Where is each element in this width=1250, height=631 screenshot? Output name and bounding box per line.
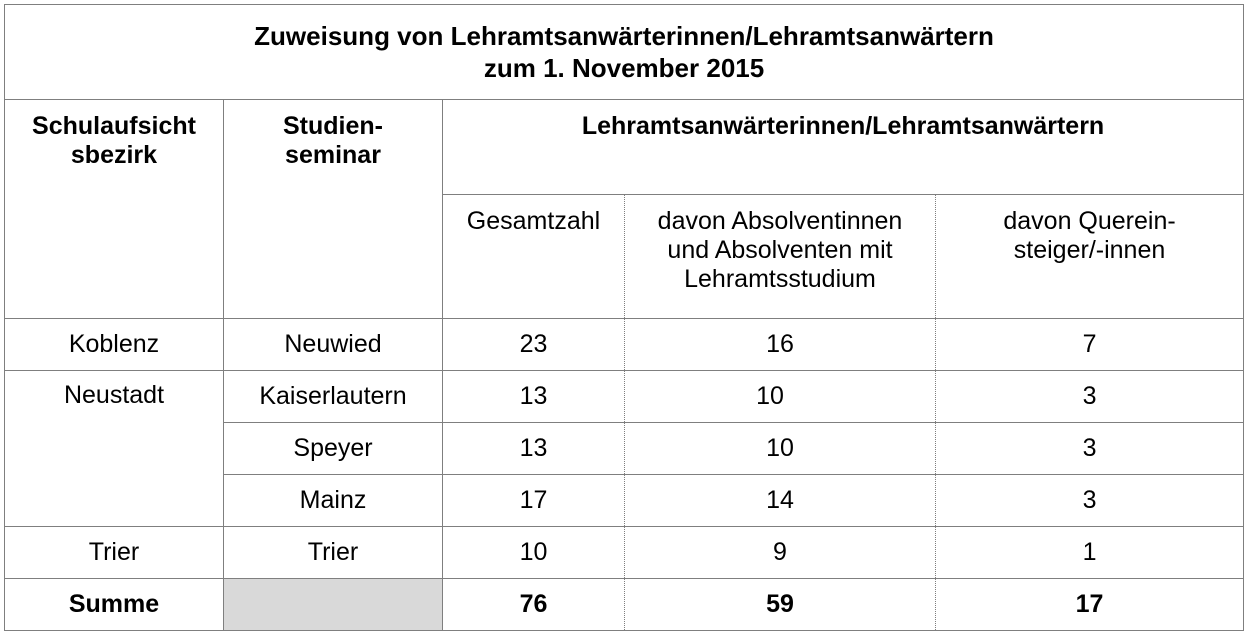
- cell-absolventen: 10: [624, 370, 936, 423]
- cell-absolventen: 9: [624, 526, 936, 579]
- header-bezirk-line-1: Schulaufsicht: [32, 112, 196, 140]
- cell-absolventen: 16: [624, 318, 936, 371]
- cell-gesamt: 13: [442, 422, 625, 475]
- header-row: Schulaufsicht sbezirk Studien- seminar L…: [4, 99, 1245, 319]
- cell-absolventen: 14: [624, 474, 936, 527]
- header-seminar-line-1: Studien-: [283, 112, 383, 140]
- cell-bezirk: Neustadt: [4, 370, 224, 527]
- header-group: Lehramtsanwärterinnen/Lehramtsanwärtern: [441, 99, 1245, 195]
- sum-empty-cell: [223, 578, 443, 631]
- title-line-2: zum 1. November 2015: [483, 53, 765, 83]
- sum-quereinsteiger: 17: [934, 578, 1245, 631]
- title-line-1: Zuweisung von Lehramtsanwärterinnen/Lehr…: [254, 21, 994, 51]
- sum-row: Summe 76 59 17: [4, 578, 1245, 631]
- cell-absolventen-value: 10: [756, 382, 784, 410]
- cell-seminar: Trier: [223, 526, 443, 579]
- header-quereinsteiger: davon Querein- steiger/-innen: [934, 194, 1245, 319]
- cell-seminar: Kaiserlautern: [223, 370, 443, 423]
- assignment-table: Zuweisung von Lehramtsanwärterinnen/Lehr…: [3, 4, 1245, 631]
- cell-seminar: Speyer: [223, 422, 443, 475]
- header-bezirk: Schulaufsicht sbezirk: [4, 99, 224, 319]
- cell-bezirk: Trier: [4, 526, 224, 579]
- cell-absolventen: 10: [624, 422, 936, 475]
- cell-quereinsteiger: 7: [934, 318, 1245, 371]
- table-row: Koblenz Neuwied 23 16 7: [4, 318, 1245, 371]
- title-row: Zuweisung von Lehramtsanwärterinnen/Lehr…: [3, 4, 1245, 100]
- header-bezirk-line-2: sbezirk: [70, 141, 158, 169]
- cell-quereinsteiger: 3: [934, 422, 1245, 475]
- header-gesamt: Gesamtzahl: [442, 194, 625, 319]
- cell-quereinsteiger: 3: [934, 474, 1245, 527]
- header-absolventen-line-2: und Absolventen mit: [667, 236, 893, 264]
- header-absolventen: davon Absolventinnen und Absolventen mit…: [624, 194, 936, 319]
- cell-gesamt: 23: [442, 318, 625, 371]
- cell-gesamt: 17: [442, 474, 625, 527]
- table-row: Neustadt Kaiserlautern 13 10 3: [4, 370, 1245, 527]
- header-seminar-line-2: seminar: [285, 141, 381, 169]
- header-absolventen-line-3: Lehramtsstudium: [684, 265, 876, 293]
- sum-absolventen: 59: [624, 578, 936, 631]
- cell-gesamt: 13: [442, 370, 625, 423]
- cell-gesamt: 10: [442, 526, 625, 579]
- cell-quereinsteiger: 3: [934, 370, 1245, 423]
- subheader-row: Gesamtzahl davon Absolventinnen und Abso…: [5, 194, 1245, 319]
- cell-bezirk: Koblenz: [4, 318, 224, 371]
- table-row: Speyer 13 10 3: [5, 422, 1245, 475]
- sum-gesamt: 76: [442, 578, 625, 631]
- cell-quereinsteiger: 1: [934, 526, 1245, 579]
- cell-seminar: Neuwied: [223, 318, 443, 371]
- cell-seminar: Mainz: [223, 474, 443, 527]
- header-absolventen-line-1: davon Absolventinnen: [657, 207, 903, 235]
- header-seminar: Studien- seminar: [223, 99, 443, 319]
- header-quereinsteiger-line-1: davon Querein-: [1003, 207, 1176, 235]
- sum-label: Summe: [4, 578, 224, 631]
- table-row: Trier Trier 10 9 1: [4, 526, 1245, 579]
- header-quereinsteiger-line-2: steiger/-innen: [1013, 236, 1166, 264]
- table-title: Zuweisung von Lehramtsanwärterinnen/Lehr…: [3, 4, 1245, 100]
